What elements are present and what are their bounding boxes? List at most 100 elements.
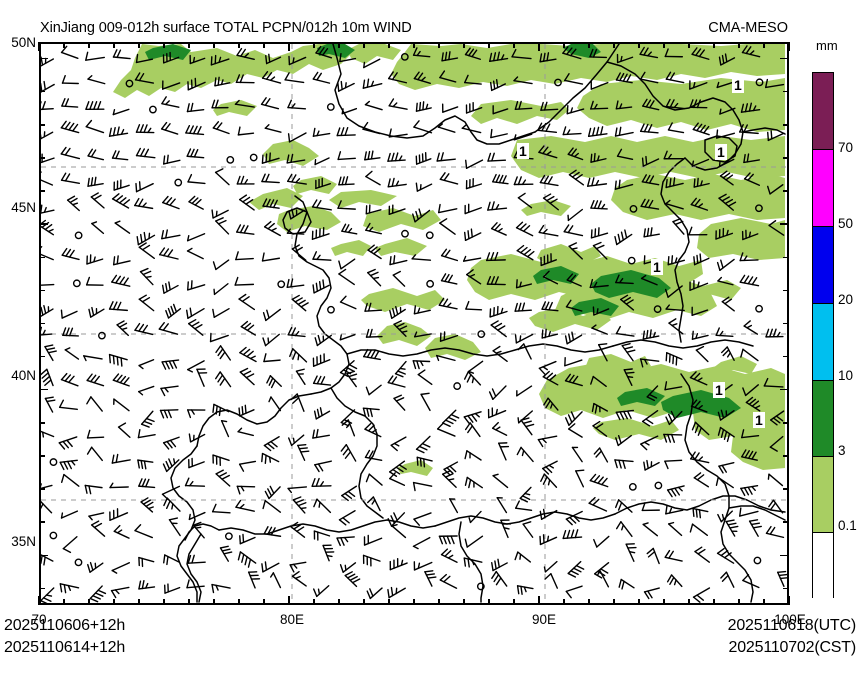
wind-barb-shaft — [743, 325, 759, 335]
wind-barb-flag — [442, 298, 449, 307]
wind-barb-shaft — [464, 53, 481, 60]
wind-barb-flag — [239, 346, 247, 354]
wind-barb-flag — [111, 193, 120, 200]
wind-barb-shaft — [537, 435, 558, 441]
wind-barb-flag — [365, 473, 371, 483]
wind-barb-flag — [724, 298, 733, 305]
wind-barb-shaft — [240, 325, 256, 336]
wind-barb-flag — [570, 148, 577, 157]
wind-barb-flag — [294, 297, 303, 303]
wind-barb-flag — [140, 233, 143, 244]
colorbar[interactable] — [812, 72, 834, 604]
wind-barb-flag — [240, 175, 245, 185]
calm-circle — [654, 481, 663, 490]
wind-barb-flag — [90, 520, 100, 526]
wind-barb-flag — [392, 307, 396, 318]
wind-barb-flag — [517, 192, 526, 199]
wind-barb-shaft — [138, 556, 155, 563]
wind-barb-flag — [261, 563, 264, 573]
wind-barb-flag — [469, 273, 476, 278]
wind-barb-flag — [542, 467, 550, 475]
wind-barb-flag — [618, 103, 623, 110]
wind-barb-flag — [168, 360, 174, 370]
wind-barb-flag — [237, 551, 242, 561]
wind-barb-shaft — [111, 562, 130, 572]
wind-barb-flag — [696, 474, 705, 481]
wind-barb-shaft — [393, 323, 407, 337]
wind-barb-shaft — [690, 203, 709, 211]
wind-barb-shaft — [413, 512, 432, 520]
wind-barb-flag — [120, 357, 123, 367]
y-tick — [39, 256, 45, 258]
wind-barb-flag — [668, 507, 673, 514]
wind-barb-flag — [93, 176, 97, 186]
wind-barb-flag — [717, 411, 722, 421]
wind-barb-flag — [238, 293, 247, 300]
wind-barb-shaft — [515, 283, 533, 289]
wind-barb-shaft — [60, 153, 81, 160]
wind-barb-flag — [215, 210, 218, 217]
wind-barb-flag — [542, 228, 548, 234]
wind-barb-shaft — [236, 54, 255, 61]
wind-barb-shaft — [516, 249, 534, 261]
wind-barb-shaft — [667, 285, 683, 298]
wind-barb-flag — [672, 218, 682, 223]
wind-barb-shaft — [665, 182, 684, 189]
wind-barb-flag — [399, 367, 406, 370]
wind-barb-flag — [442, 422, 451, 428]
wind-barb-flag — [190, 409, 195, 415]
wind-barb-flag — [242, 348, 251, 356]
wind-barb-flag — [412, 360, 417, 370]
wind-barb-flag — [318, 46, 325, 55]
calm-circle — [401, 229, 409, 238]
wind-barb-shaft — [617, 434, 632, 447]
wind-barb-flag — [647, 51, 652, 57]
wind-barb-flag — [571, 247, 578, 250]
wind-barb-flag — [516, 446, 522, 456]
wind-barb-flag — [615, 72, 621, 81]
wind-barb-shaft — [62, 334, 80, 337]
wind-barb-flag — [470, 414, 478, 422]
wind-barb-flag — [425, 103, 429, 110]
wind-barb-flag — [664, 381, 668, 391]
wind-barb-flag — [618, 179, 621, 189]
wind-barb-shaft — [489, 57, 509, 62]
wind-barb-flag — [444, 550, 452, 557]
wind-barb-flag — [368, 226, 374, 232]
wind-barb-shaft — [134, 79, 155, 84]
x-tick — [563, 42, 565, 48]
wind-barb-flag — [496, 51, 500, 61]
wind-barb-shaft — [113, 184, 130, 191]
wind-barb-flag — [619, 294, 629, 301]
wind-barb-flag — [168, 458, 173, 468]
wind-barb-shaft — [495, 570, 508, 587]
wind-barb-shaft — [413, 77, 431, 85]
wind-barb-flag — [413, 305, 417, 315]
calm-circle — [149, 105, 157, 114]
wind-barb-shaft — [186, 233, 206, 242]
wind-barb-shaft — [261, 257, 281, 262]
wind-barb-flag — [387, 588, 390, 599]
wind-barb-flag — [703, 125, 710, 134]
wind-barb-shaft — [137, 434, 156, 439]
wind-barb-flag — [641, 502, 646, 512]
wind-barb-shaft — [111, 157, 129, 161]
wind-barb-flag — [62, 440, 70, 449]
wind-barb-flag — [186, 247, 193, 252]
wind-barb-flag — [287, 326, 293, 336]
wind-barb-flag — [620, 55, 623, 63]
wind-barb-shaft — [436, 428, 456, 437]
wind-barb-flag — [573, 567, 582, 573]
wind-barb-flag — [119, 375, 127, 384]
wind-barb-flag — [492, 80, 496, 90]
wind-barb-flag — [168, 281, 171, 291]
wind-barb-shaft — [412, 536, 431, 548]
wind-barb-shaft — [562, 132, 582, 136]
wind-barb-flag — [72, 123, 79, 132]
wind-barb-shaft — [286, 232, 305, 235]
wind-barb-flag — [388, 471, 398, 477]
wind-barb-flag — [41, 600, 48, 603]
wind-barb-shaft — [467, 360, 484, 373]
wind-barb-flag — [593, 152, 596, 163]
